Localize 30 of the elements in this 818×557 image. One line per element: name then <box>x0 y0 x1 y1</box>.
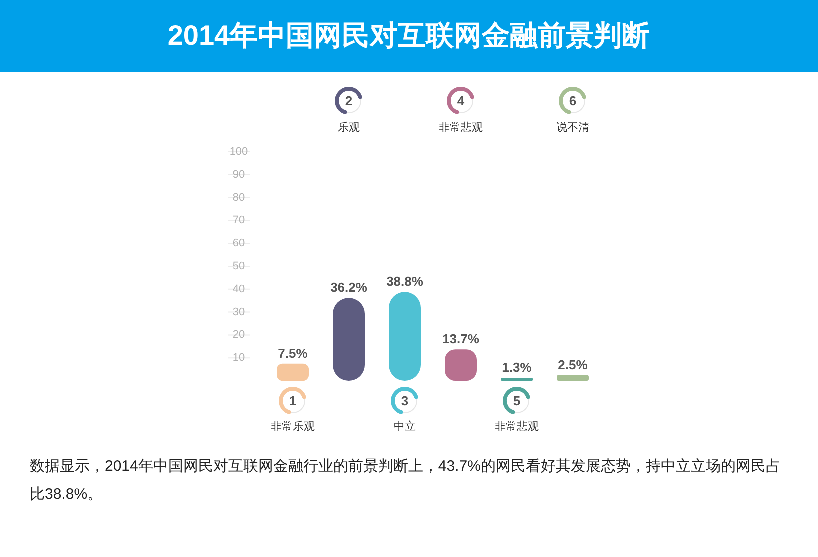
y-tick-label: 100 <box>230 146 248 158</box>
data-label: 36.2% <box>330 280 368 296</box>
y-tick-label: 20 <box>232 329 246 342</box>
x-tick-label: 乐观 <box>338 121 360 134</box>
y-tick-label: 80 <box>232 192 246 204</box>
x-tick-label: 非常悲观 <box>495 420 539 433</box>
y-tick-label: 60 <box>232 238 246 250</box>
text: 1 <box>289 394 297 408</box>
y-tick-label: 90 <box>232 168 246 181</box>
text: 6 <box>569 94 577 108</box>
y-tick-label: 50 <box>232 260 246 272</box>
text: 2 <box>345 94 353 108</box>
x-tick-label: 说不清 <box>556 121 590 134</box>
x-tick-label: 非常悲观 <box>439 121 483 134</box>
text: 5 <box>513 394 521 408</box>
chart-title: 2014年中国网民对互联网金融前景判断 <box>0 0 818 72</box>
x-tick-label: 非常乐观 <box>271 420 315 433</box>
y-tick-label: 30 <box>232 306 246 318</box>
data-label: 1.3% <box>502 360 532 376</box>
text: 数据显示，2014年中国网民对互联网金融行业的前景判断上，43.7%的网民看好其发展态势，持中立立场的网民占比38.8%。 <box>30 457 782 505</box>
data-label: 38.8% <box>386 274 424 290</box>
data-label: 13.7% <box>442 332 480 347</box>
text: 4 <box>457 94 466 108</box>
x-tick-label: 中立 <box>394 420 416 433</box>
data-label: 7.5% <box>278 346 308 361</box>
text: 3 <box>401 394 409 408</box>
y-tick-label: 40 <box>232 283 246 296</box>
data-label: 2.5% <box>558 357 588 372</box>
y-tick-label: 10 <box>232 352 246 364</box>
y-tick-label: 70 <box>232 214 246 227</box>
